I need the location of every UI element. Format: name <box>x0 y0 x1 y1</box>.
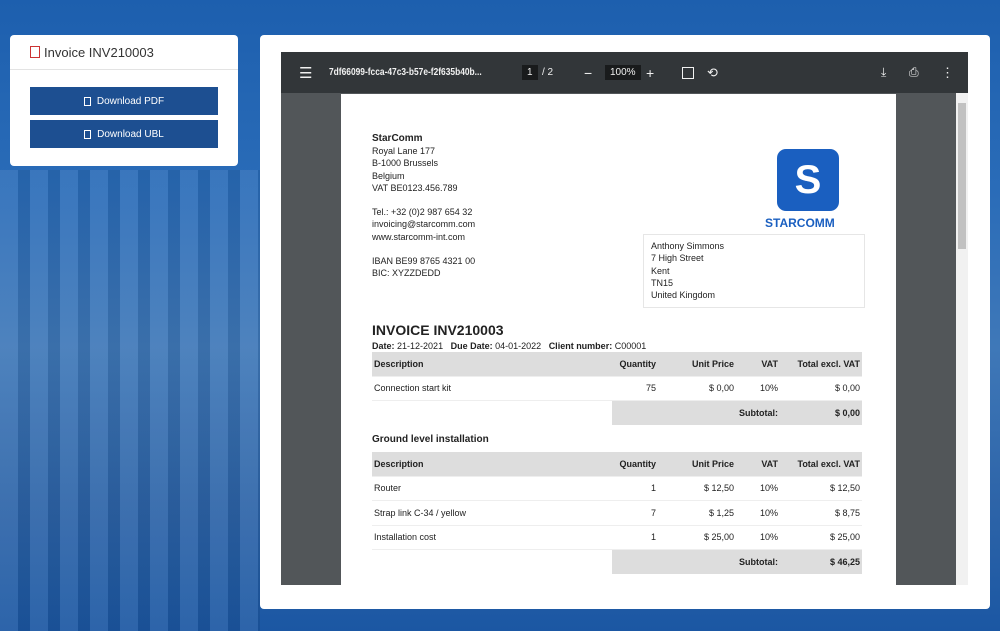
download-icon[interactable]: ⤓ <box>881 65 887 79</box>
download-ubl-label: Download UBL <box>97 128 164 140</box>
recipient-address: Anthony Simmons 7 High Street Kent TN15 Unit… <box>643 234 865 308</box>
zoom-out-icon[interactable]: − <box>584 64 593 81</box>
company-contact: Tel.: +32 (0)2 987 654 32 invoicing@starc… <box>372 207 476 242</box>
table-cell: $ 25,00 <box>703 532 734 543</box>
zoom-input[interactable]: 100% <box>605 65 641 80</box>
table-cell: 10% <box>759 383 778 394</box>
column-header: VAT <box>761 458 778 469</box>
subtotal-label: Subtotal: <box>739 557 778 567</box>
zoom-in-icon[interactable]: + <box>646 64 655 81</box>
table-cell: 1 <box>650 532 656 543</box>
panel-title: Invoice INV210003 <box>10 35 238 70</box>
table-header: Description Quantity Unit Price VAT Total ex… <box>372 452 862 477</box>
page-input[interactable]: 1 <box>522 65 538 80</box>
scrollbar[interactable] <box>956 93 968 585</box>
table-row: Strap link C-34 / yellow 7 $ 1,25 10% $ 8,75 <box>372 501 862 526</box>
file-icon <box>83 96 91 106</box>
column-header: VAT <box>761 358 778 369</box>
company-bank: IBAN BE99 8765 4321 00 BIC: XYZZDEDD <box>372 256 476 279</box>
file-name: 7df66099-fcca-47c3-b57e-f2f635b40b... <box>329 67 482 78</box>
section-title: Ground level installation <box>372 434 489 445</box>
invoice-tables: Description Quantity Unit Price VAT Total ex… <box>372 352 862 575</box>
table-cell: $ 12,50 <box>703 483 734 494</box>
table-cell: $ 1,25 <box>708 507 734 518</box>
pdf-viewer: ☰ 7df66099-fcca-47c3-b57e-f2f635b40b... … <box>281 52 968 585</box>
subtotal-row: Subtotal: $ 46,25 <box>372 550 862 575</box>
subtotal-value: $ 46,25 <box>829 557 860 567</box>
pdf-toolbar: ☰ 7df66099-fcca-47c3-b57e-f2f635b40b... … <box>281 52 968 93</box>
invoice-title: INVOICE INV210003 <box>372 322 504 338</box>
download-ubl-button[interactable]: Download UBL <box>30 120 218 148</box>
rotate-icon[interactable]: ⟲ <box>707 64 718 80</box>
table-cell: Router <box>374 483 402 494</box>
menu-icon[interactable]: ☰ <box>299 64 313 82</box>
column-header: Quantity <box>619 358 656 369</box>
table-cell: $ 25,00 <box>829 532 860 543</box>
background-image <box>0 170 260 631</box>
logo-text: STARCOMM <box>765 216 835 230</box>
subtotal-row: Subtotal: $ 0,00 <box>372 401 862 426</box>
page-total: / 2 <box>542 67 554 78</box>
pdf-viewer-panel: ☰ 7df66099-fcca-47c3-b57e-f2f635b40b... … <box>260 35 990 609</box>
starcomm-logo-icon: S <box>777 149 839 211</box>
column-header: Total excl. VAT <box>797 358 860 369</box>
table-cell: Strap link C-34 / yellow <box>374 507 467 518</box>
file-icon <box>84 129 92 139</box>
subtotal-label: Subtotal: <box>739 408 778 418</box>
download-pdf-button[interactable]: Download PDF <box>30 87 218 115</box>
table-cell: 7 <box>650 507 656 518</box>
invoice-meta: Date: 21-12-2021 Due Date: 04-01-2022 Cl… <box>372 341 647 351</box>
invoice-panel: Invoice INV210003 Download PDF Download … <box>10 35 238 166</box>
column-header: Unit Price <box>691 458 734 469</box>
table-cell: 75 <box>645 383 656 394</box>
company-name: StarComm <box>372 133 423 144</box>
download-pdf-label: Download PDF <box>96 95 165 107</box>
table-cell: $ 0,00 <box>708 383 734 394</box>
company-address: Royal Lane 177 B-1000 Brussels Belgium VAT … <box>372 146 458 193</box>
table-cell: Connection start kit <box>374 383 452 394</box>
table-row: Connection start kit 75 $ 0,00 10% $ 0,00 <box>372 377 862 401</box>
table-cell: $ 8,75 <box>834 507 860 518</box>
pdf-icon <box>30 46 40 58</box>
table-cell: Installation cost <box>374 532 437 543</box>
table-header: Description Quantity Unit Price VAT Total ex… <box>372 352 862 377</box>
column-header: Quantity <box>619 458 656 469</box>
table-cell: 10% <box>759 507 778 518</box>
table-row: Router 1 $ 12,50 10% $ 12,50 <box>372 477 862 501</box>
table-cell: 1 <box>650 483 656 494</box>
print-icon[interactable]: ⎙ <box>909 65 919 79</box>
subtotal-value: $ 0,00 <box>834 408 860 418</box>
table-cell: 10% <box>759 532 778 543</box>
column-header: Description <box>374 458 424 469</box>
column-header: Description <box>374 358 424 369</box>
table-cell: $ 0,00 <box>834 383 860 394</box>
column-header: Unit Price <box>691 358 734 369</box>
table-cell: 10% <box>759 483 778 494</box>
table-row: Installation cost 1 $ 25,00 10% $ 25,00 <box>372 526 862 550</box>
panel-title-text: Invoice INV210003 <box>44 44 154 60</box>
fit-page-icon[interactable] <box>682 66 694 79</box>
invoice-page: StarComm Royal Lane 177 B-1000 Brussels Be… <box>341 94 896 585</box>
table-cell: $ 12,50 <box>829 483 860 494</box>
more-icon[interactable]: ⋮ <box>941 64 954 80</box>
scrollbar-thumb[interactable] <box>958 103 966 249</box>
column-header: Total excl. VAT <box>797 458 860 469</box>
